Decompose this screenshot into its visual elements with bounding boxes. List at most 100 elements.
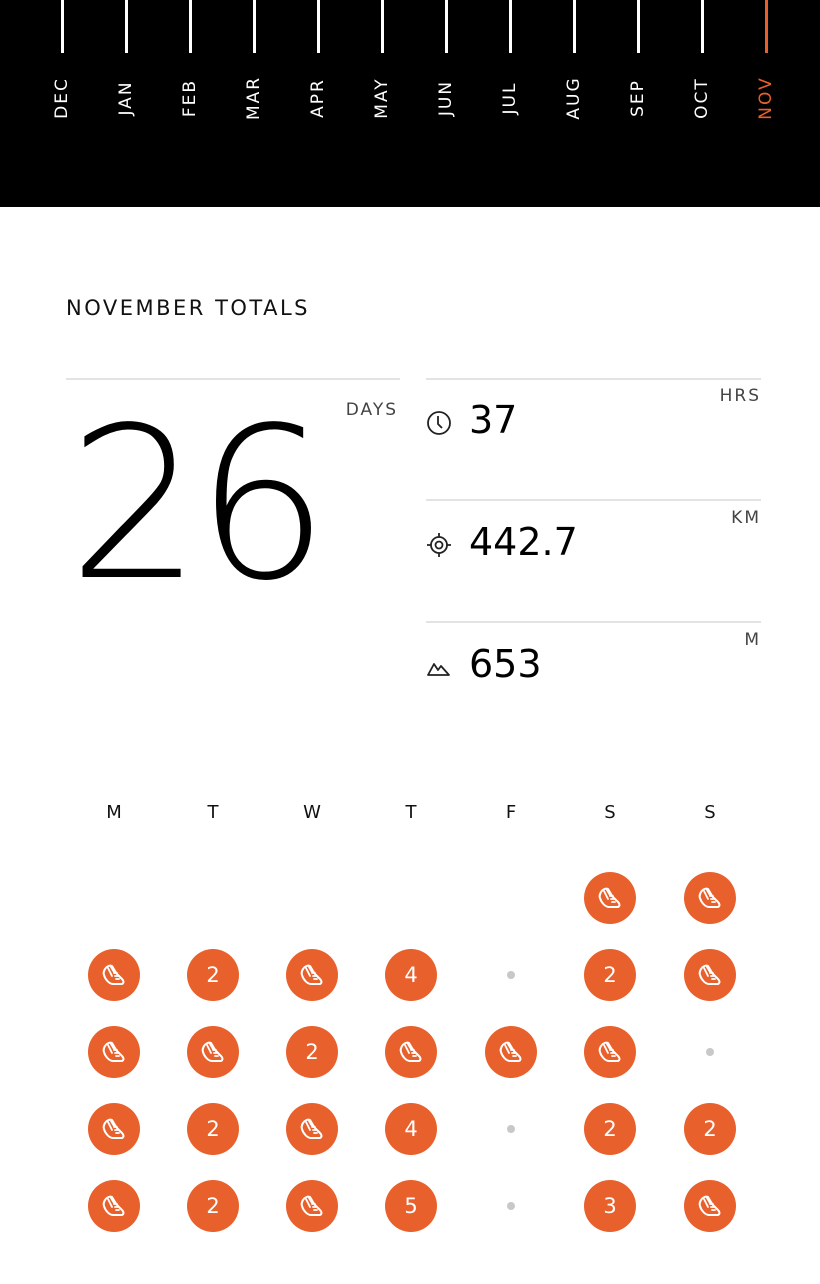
totals-title: NOVEMBER TOTALS <box>66 296 311 320</box>
weekday-label: W <box>303 802 321 823</box>
month-oct[interactable]: OCT <box>692 0 712 140</box>
activity-day-count[interactable]: 5 <box>385 1180 437 1232</box>
month-tick <box>637 0 640 53</box>
shoe-icon <box>300 964 323 985</box>
stat-unit: HRS <box>719 386 761 406</box>
shoe-icon <box>698 1195 721 1216</box>
month-label: JAN <box>116 80 136 116</box>
shoe-icon <box>300 1195 323 1216</box>
stat-hours: 37 HRS <box>426 386 761 458</box>
month-label: APR <box>308 78 328 118</box>
shoe-icon <box>698 964 721 985</box>
rest-day-dot <box>706 1048 714 1056</box>
shoe-icon <box>300 1118 323 1139</box>
month-tick <box>61 0 64 53</box>
month-label: OCT <box>692 77 712 119</box>
shoe-icon <box>201 1041 224 1062</box>
month-label: DEC <box>52 77 72 119</box>
month-label: JUN <box>436 79 456 117</box>
activity-day[interactable] <box>187 1026 239 1078</box>
activity-day[interactable] <box>584 1026 636 1078</box>
month-label: AUG <box>564 76 584 120</box>
stat-unit: M <box>744 630 761 650</box>
weekday-label: T <box>405 802 417 823</box>
month-label: FEB <box>180 78 200 118</box>
divider <box>66 378 400 380</box>
month-apr[interactable]: APR <box>308 0 328 140</box>
shoe-icon <box>102 1041 125 1062</box>
activity-day[interactable] <box>286 1180 338 1232</box>
divider <box>426 378 761 380</box>
activity-day[interactable] <box>485 1026 537 1078</box>
activity-day[interactable] <box>286 1103 338 1155</box>
month-tick <box>765 0 768 53</box>
month-timeline: DEC JAN FEB MAR APR MAY JUN JUL AUG SEP OCT NOV <box>0 0 820 207</box>
mountain-icon <box>427 663 450 676</box>
month-jan[interactable]: JAN <box>116 0 136 140</box>
activity-day-count[interactable]: 2 <box>286 1026 338 1078</box>
activity-day[interactable] <box>88 1103 140 1155</box>
divider <box>426 621 761 623</box>
month-tick <box>701 0 704 53</box>
month-tick <box>253 0 256 53</box>
shoe-icon <box>598 1041 621 1062</box>
month-label: JUL <box>500 81 520 115</box>
weekday-label: S <box>604 802 616 823</box>
shoe-icon <box>499 1041 522 1062</box>
month-mar[interactable]: MAR <box>244 0 264 140</box>
days-unit: DAYS <box>345 400 398 420</box>
month-label: MAR <box>244 75 264 121</box>
month-label: MAY <box>372 77 392 119</box>
month-may[interactable]: MAY <box>372 0 392 140</box>
month-jul[interactable]: JUL <box>500 0 520 140</box>
activity-day[interactable] <box>684 949 736 1001</box>
month-label: SEP <box>628 79 648 117</box>
activity-day[interactable] <box>88 1180 140 1232</box>
month-nov[interactable]: NOV <box>756 0 776 140</box>
stat-distance: 442.7 KM <box>426 508 761 580</box>
activity-day[interactable] <box>684 872 736 924</box>
month-sep[interactable]: SEP <box>628 0 648 140</box>
activity-day[interactable] <box>684 1180 736 1232</box>
month-aug[interactable]: AUG <box>564 0 584 140</box>
activity-day-count[interactable]: 4 <box>385 1103 437 1155</box>
activity-day-count[interactable]: 2 <box>187 1180 239 1232</box>
weekday-label: M <box>106 802 122 823</box>
activity-day-count[interactable]: 2 <box>584 1103 636 1155</box>
month-label: NOV <box>756 76 776 120</box>
activity-day[interactable] <box>88 1026 140 1078</box>
rest-day-dot <box>507 1125 515 1133</box>
shoe-icon <box>698 887 721 908</box>
activity-day-count[interactable]: 2 <box>187 949 239 1001</box>
activity-day-count[interactable]: 4 <box>385 949 437 1001</box>
activity-day-count[interactable]: 3 <box>584 1180 636 1232</box>
rest-day-dot <box>507 1202 515 1210</box>
month-tick <box>189 0 192 53</box>
weekday-label: T <box>207 802 219 823</box>
divider <box>426 499 761 501</box>
activity-day-count[interactable]: 2 <box>584 949 636 1001</box>
activity-day[interactable] <box>88 949 140 1001</box>
target-icon <box>427 533 451 557</box>
month-tick <box>317 0 320 53</box>
month-feb[interactable]: FEB <box>180 0 200 140</box>
activity-day[interactable] <box>286 949 338 1001</box>
activity-day[interactable] <box>584 872 636 924</box>
month-dec[interactable]: DEC <box>52 0 72 140</box>
stat-value: 442.7 <box>469 520 578 564</box>
month-tick <box>509 0 512 53</box>
month-jun[interactable]: JUN <box>436 0 456 140</box>
month-tick <box>381 0 384 53</box>
weekday-label: S <box>704 802 716 823</box>
month-tick <box>125 0 128 53</box>
activity-day-count[interactable]: 2 <box>187 1103 239 1155</box>
activity-day-count[interactable]: 2 <box>684 1103 736 1155</box>
stat-unit: KM <box>731 508 761 528</box>
month-tick <box>445 0 448 53</box>
activity-day[interactable] <box>385 1026 437 1078</box>
shoe-icon <box>598 887 621 908</box>
stat-value: 653 <box>469 642 542 686</box>
stat-value: 37 <box>469 398 518 442</box>
weekday-label: F <box>505 802 517 823</box>
shoe-icon <box>102 964 125 985</box>
